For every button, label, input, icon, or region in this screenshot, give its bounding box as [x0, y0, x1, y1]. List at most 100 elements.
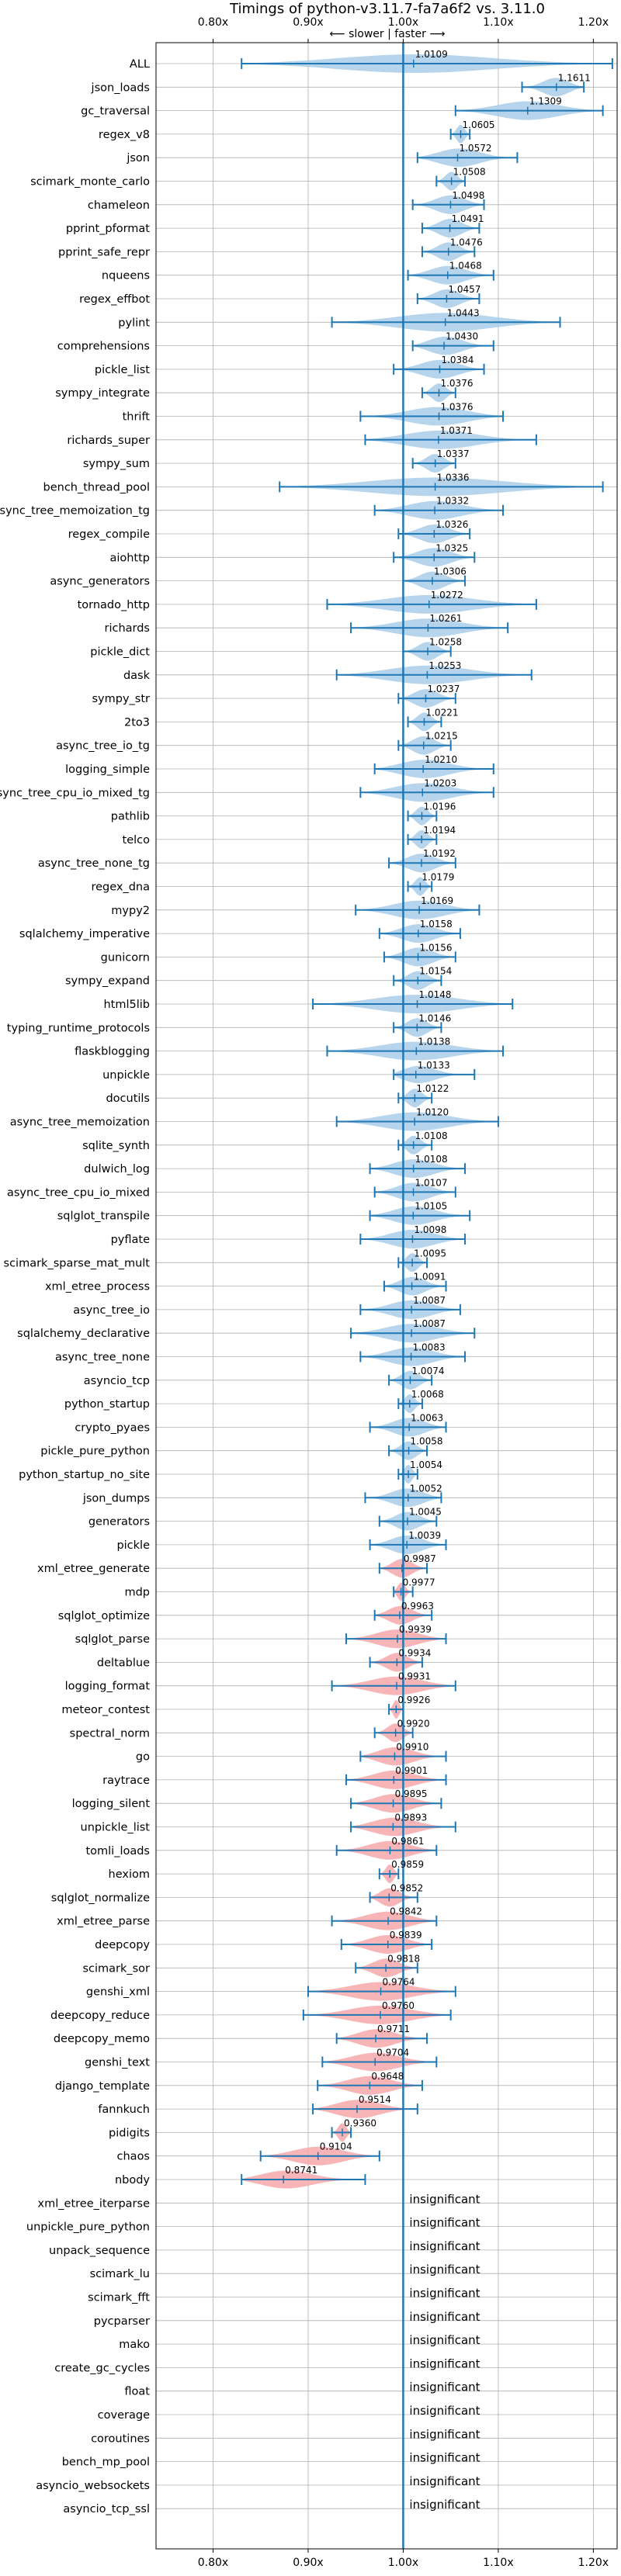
benchmark-label: unpickle — [102, 1069, 150, 1082]
grid — [156, 43, 617, 2549]
benchmark-label: xml_etree_parse — [57, 1916, 150, 1928]
data-label: 0.9920 — [397, 1718, 430, 1729]
benchmark-label: coverage — [98, 2409, 150, 2422]
data-label: 0.9704 — [376, 2048, 409, 2058]
data-label: 1.0068 — [411, 1389, 444, 1400]
benchmark-label: sympy_integrate — [55, 387, 150, 400]
benchmark-label: mako — [119, 2339, 150, 2351]
benchmark-label: nqueens — [102, 270, 150, 282]
data-label: 0.9852 — [390, 1882, 423, 1893]
benchmark-label: coroutines — [91, 2432, 150, 2445]
data-label: 1.0058 — [411, 1436, 443, 1447]
benchmark-label: async_tree_none_tg — [38, 857, 150, 870]
data-label: 1.0098 — [414, 1224, 446, 1235]
data-label: 1.0457 — [448, 284, 480, 295]
benchmark-label: regex_dna — [91, 881, 150, 894]
benchmark-label: django_template — [55, 2080, 150, 2093]
data-label: 1.0237 — [427, 684, 460, 694]
benchmark-label: unpickle_list — [81, 1822, 151, 1834]
insignificant-label: insignificant — [409, 2356, 480, 2370]
x-axis-ticks: 0.80x 0.80x 0.90x 0.90x 1.00x 1.00x 1.10x 1.10x… — [198, 16, 609, 2569]
data-labels: 1.0109 1.1611 1.1309 1.0605 1.0572 1.0508 1.04… — [285, 49, 591, 2512]
data-label: 1.0179 — [422, 872, 454, 883]
data-label: 0.9842 — [390, 1906, 422, 1917]
benchmark-label: async_tree_memoization — [10, 1117, 150, 1129]
benchmark-label: logging_format — [65, 1681, 151, 1693]
benchmark-label: pathlib — [111, 811, 150, 823]
data-label: 1.0105 — [415, 1201, 447, 1212]
data-label: 0.9648 — [371, 2071, 404, 2082]
data-label: 1.0148 — [419, 989, 452, 1000]
data-label: 1.0083 — [413, 1342, 446, 1353]
data-label: 1.0203 — [424, 777, 456, 788]
benchmark-label: xml_etree_generate — [37, 1563, 150, 1575]
benchmark-label: dask — [123, 670, 151, 682]
benchmark-label: go — [136, 1751, 150, 1764]
benchmark-label: deltablue — [97, 1657, 150, 1669]
x-tick-label-bottom: 0.90x — [293, 2557, 323, 2569]
data-label: 1.0095 — [414, 1248, 446, 1259]
benchmark-label: async_tree_none — [55, 1352, 150, 1364]
x-tick-label-top: 1.00x — [388, 16, 418, 29]
benchmark-label: json_loads — [91, 81, 150, 94]
benchmark-label: gc_traversal — [81, 106, 150, 118]
benchmark-label: richards_super — [67, 435, 150, 447]
benchmark-label: sympy_expand — [65, 975, 150, 988]
benchmark-label: regex_effbot — [79, 293, 150, 306]
data-label: 1.0158 — [420, 919, 453, 930]
data-label: 0.9931 — [398, 1671, 431, 1682]
benchmark-label: spectral_norm — [70, 1727, 150, 1740]
insignificant-label: insignificant — [409, 2287, 480, 2301]
data-label: 1.0138 — [418, 1037, 450, 1047]
benchmark-label: sympy_str — [92, 693, 151, 705]
benchmark-label: sympy_sum — [83, 458, 150, 470]
insignificant-label: insignificant — [409, 2451, 480, 2465]
benchmark-label: deepcopy — [95, 1939, 150, 1951]
insignificant-label: insignificant — [409, 2474, 480, 2488]
benchmark-label: aiohttp — [109, 552, 150, 564]
data-label: 1.0306 — [434, 566, 467, 577]
benchmark-label: sqlite_synth — [82, 1140, 150, 1152]
data-label: 0.9861 — [391, 1836, 424, 1847]
benchmark-label: scimark_fft — [88, 2292, 150, 2304]
benchmark-label: tornado_http — [78, 599, 150, 611]
benchmark-label: pprint_pformat — [66, 223, 150, 235]
data-label: 1.0108 — [415, 1130, 448, 1141]
benchmark-label: xml_etree_process — [45, 1281, 150, 1293]
benchmark-label: deepcopy_reduce — [50, 2010, 150, 2022]
whisker-series — [241, 58, 613, 2185]
benchmark-label: flaskblogging — [75, 1046, 150, 1058]
benchmark-label: async_tree_cpu_io_mixed — [7, 1186, 150, 1199]
data-label: 1.0325 — [435, 542, 468, 553]
benchmark-label: bench_thread_pool — [43, 481, 150, 493]
benchmark-label: pylint — [118, 317, 150, 329]
benchmark-label: raytrace — [102, 1774, 150, 1787]
benchmark-label: async_tree_cpu_io_mixed_tg — [0, 787, 150, 799]
data-label: 1.0376 — [440, 402, 473, 413]
data-label: 1.0194 — [423, 825, 456, 836]
direction-label: ⟵ slower | faster ⟶ — [330, 28, 446, 40]
data-label: 1.0063 — [411, 1412, 443, 1423]
benchmark-label: asyncio_websockets — [36, 2480, 150, 2492]
x-tick-label-top: 1.20x — [578, 16, 609, 29]
insignificant-label: insignificant — [409, 2380, 480, 2394]
data-label: 1.0468 — [449, 261, 482, 272]
data-label: 1.0052 — [410, 1483, 442, 1494]
insignificant-label: insignificant — [409, 2239, 480, 2253]
insignificant-label: insignificant — [409, 2216, 480, 2230]
benchmark-label: genshi_text — [85, 2057, 150, 2069]
data-label: 1.0332 — [436, 496, 469, 507]
benchmark-label: unpack_sequence — [49, 2245, 150, 2257]
x-tick-label-bottom: 0.80x — [198, 2557, 228, 2569]
data-label: 0.9839 — [390, 1930, 422, 1941]
benchmark-label: unpickle_pure_python — [26, 2221, 150, 2234]
data-label: 1.0156 — [420, 942, 453, 953]
data-label: 0.9910 — [396, 1742, 428, 1753]
data-label: 1.0572 — [459, 143, 491, 154]
data-label: 1.0258 — [429, 637, 462, 648]
data-label: 0.9963 — [401, 1601, 434, 1612]
benchmark-label: tomli_loads — [85, 1845, 150, 1858]
x-tick-label-bottom: 1.10x — [483, 2557, 513, 2569]
benchmark-label: genshi_xml — [86, 1986, 150, 1999]
